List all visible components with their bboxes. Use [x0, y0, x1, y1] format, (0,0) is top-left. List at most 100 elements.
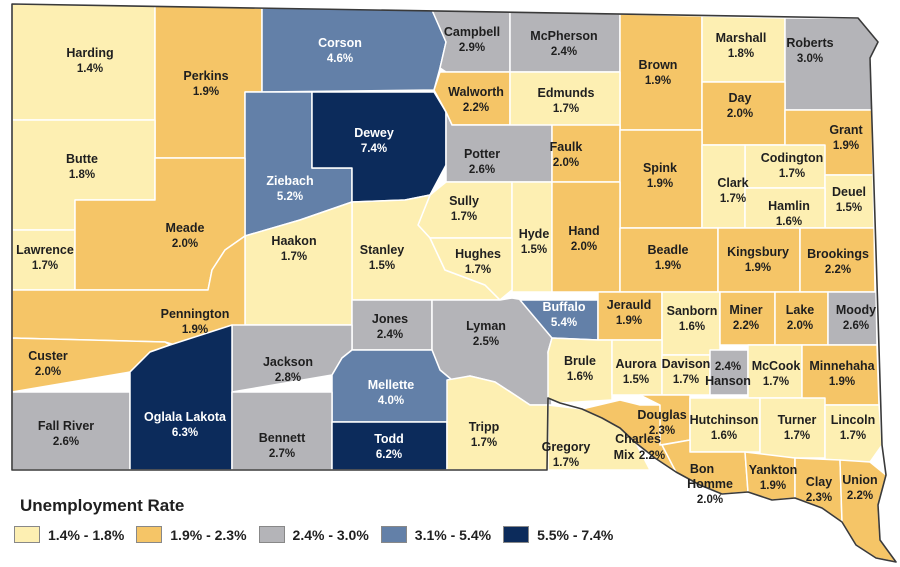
county-name-mellette: Mellette	[368, 378, 415, 392]
legend-title: Unemployment Rate	[20, 496, 185, 515]
county-name-potter: Potter	[464, 147, 500, 161]
county-kingsbury	[717, 227, 801, 293]
county-name-butte: Butte	[66, 152, 98, 166]
county-name-jerauld: Jerauld	[607, 298, 651, 312]
county-name-brown: Brown	[639, 58, 678, 72]
county-name-bon-homme-2: Homme	[687, 477, 733, 491]
county-name-sully: Sully	[449, 194, 479, 208]
county-name-edmunds: Edmunds	[538, 86, 595, 100]
county-name-deuel: Deuel	[832, 185, 866, 199]
county-name-spink: Spink	[643, 161, 677, 175]
county-name-roberts: Roberts	[786, 36, 833, 50]
county-name-hanson: Hanson	[705, 374, 751, 388]
county-rate-jerauld: 1.9%	[616, 315, 642, 327]
county-name-union: Union	[842, 473, 877, 487]
county-brule	[547, 337, 613, 404]
county-name-buffalo: Buffalo	[542, 300, 585, 314]
county-turner	[759, 397, 826, 459]
county-name-kingsbury: Kingsbury	[727, 245, 789, 259]
county-name-mccook: McCook	[752, 359, 801, 373]
county-rate-lyman: 2.5%	[473, 336, 499, 348]
county-name-moody: Moody	[836, 303, 876, 317]
county-rate-charles-mix: 2.2%	[639, 450, 665, 462]
county-name-bon-homme-1: Bon	[690, 462, 714, 476]
county-rate-spink: 1.9%	[647, 178, 673, 190]
legend-item: 3.1% - 5.4%	[380, 526, 492, 543]
county-lincoln	[824, 404, 883, 463]
county-rate-buffalo: 5.4%	[551, 317, 577, 329]
county-rate-edmunds: 1.7%	[553, 103, 579, 115]
legend-label: 5.5% - 7.4%	[537, 526, 614, 543]
county-rate-kingsbury: 1.9%	[745, 262, 771, 274]
county-name-clay: Clay	[806, 475, 832, 489]
county-rate-stanley: 1.5%	[369, 260, 395, 272]
legend-swatch	[136, 526, 163, 543]
county-name-custer: Custer	[28, 349, 68, 363]
county-name-hamlin: Hamlin	[768, 199, 810, 213]
county-rate-aurora: 1.5%	[623, 374, 649, 386]
county-minnehaha	[801, 344, 880, 406]
legend-item: 2.4% - 3.0%	[258, 526, 369, 543]
county-rate-dewey: 7.4%	[361, 143, 387, 155]
county-rate-oglala-lakota: 6.3%	[172, 427, 198, 439]
legend-swatch	[258, 526, 285, 543]
legend-label: 3.1% - 5.4%	[414, 526, 492, 543]
county-rate-butte: 1.8%	[69, 169, 95, 181]
county-name-fall-river: Fall River	[38, 419, 94, 433]
legend: Unemployment Rate 1.4% - 1.8% 1.9% - 2.3%…	[14, 496, 625, 543]
county-rate-turner: 1.7%	[784, 430, 810, 442]
county-name-hand: Hand	[568, 224, 599, 238]
county-rate-clark: 1.7%	[720, 193, 746, 205]
county-name-aurora: Aurora	[616, 357, 658, 371]
county-name-dewey: Dewey	[354, 126, 394, 140]
county-rate-jones: 2.4%	[377, 329, 403, 341]
county-rate-grant: 1.9%	[833, 140, 859, 152]
county-rate-gregory: 1.7%	[553, 457, 579, 469]
county-name-clark: Clark	[717, 176, 748, 190]
county-rate-bon-homme: 2.0%	[697, 494, 723, 506]
county-todd	[331, 421, 448, 471]
county-rate-codington: 1.7%	[779, 168, 805, 180]
county-rate-lawrence: 1.7%	[32, 260, 58, 272]
county-rate-day: 2.0%	[727, 108, 753, 120]
county-name-lincoln: Lincoln	[831, 413, 875, 427]
county-rate-miner: 2.2%	[733, 320, 759, 332]
county-name-davison: Davison	[662, 357, 711, 371]
county-rate-fall-river: 2.6%	[53, 436, 79, 448]
county-name-hyde: Hyde	[519, 227, 550, 241]
county-name-jones: Jones	[372, 312, 408, 326]
county-corson	[261, 7, 447, 93]
county-name-lake: Lake	[786, 303, 815, 317]
county-name-minnehaha: Minnehaha	[809, 359, 875, 373]
county-rate-hamlin: 1.6%	[776, 216, 802, 228]
legend-item: 1.4% - 1.8%	[14, 526, 124, 543]
county-rate-minnehaha: 1.9%	[829, 376, 855, 388]
county-name-beadle: Beadle	[648, 243, 689, 257]
county-rate-mcpherson: 2.4%	[551, 46, 577, 58]
county-rate-lincoln: 1.7%	[840, 430, 866, 442]
county-harding	[11, 3, 156, 121]
county-rate-harding: 1.4%	[77, 63, 103, 75]
county-name-pennington: Pennington	[161, 307, 230, 321]
county-moody	[827, 291, 878, 346]
county-rate-mellette: 4.0%	[378, 395, 404, 407]
county-rate-hughes: 1.7%	[465, 264, 491, 276]
county-rate-hanson: 2.4%	[715, 361, 741, 373]
county-rate-davison: 1.7%	[673, 374, 699, 386]
county-name-stanley: Stanley	[360, 243, 405, 257]
county-rate-walworth: 2.2%	[463, 102, 489, 114]
county-shapes	[11, 3, 897, 563]
county-rate-hand: 2.0%	[571, 241, 597, 253]
county-name-todd: Todd	[374, 432, 404, 446]
county-rate-pennington: 1.9%	[182, 324, 208, 336]
county-rate-haakon: 1.7%	[281, 251, 307, 263]
county-rate-beadle: 1.9%	[655, 260, 681, 272]
county-rate-mccook: 1.7%	[763, 376, 789, 388]
county-rate-hyde: 1.5%	[521, 244, 547, 256]
county-rate-todd: 6.2%	[376, 449, 402, 461]
legend-label: 1.4% - 1.8%	[48, 526, 125, 543]
county-rate-potter: 2.6%	[469, 164, 495, 176]
county-rate-jackson: 2.8%	[275, 372, 301, 384]
county-rate-tripp: 1.7%	[471, 437, 497, 449]
